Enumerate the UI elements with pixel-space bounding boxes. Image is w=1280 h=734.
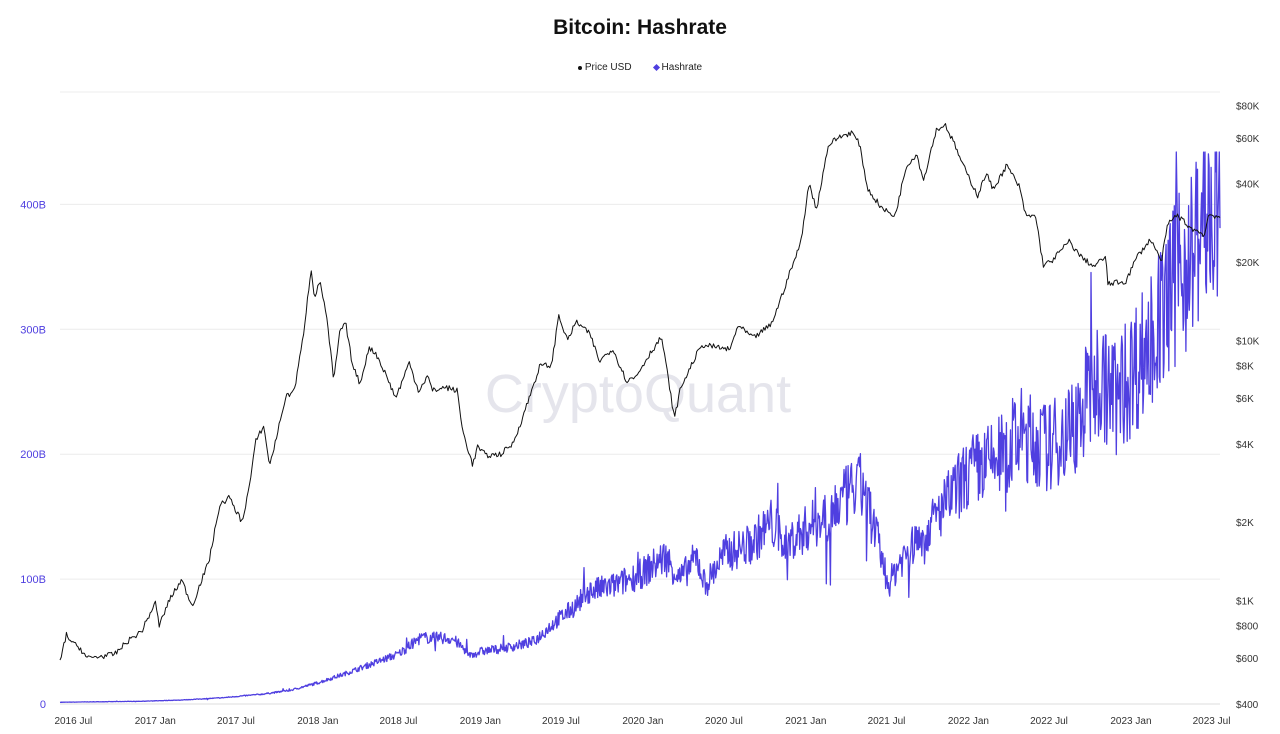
chart-title: Bitcoin: Hashrate [553, 16, 727, 39]
y-right-tick-label: $80K [1236, 101, 1260, 112]
legend-label-price: Price USD [584, 62, 632, 73]
y-right-tick-label: $20K [1236, 258, 1260, 269]
x-tick-label: 2017 Jan [135, 716, 176, 727]
price-series-line [59, 123, 1221, 661]
x-tick-label: 2019 Jul [542, 716, 580, 727]
y-right-tick-label: $400 [1236, 700, 1259, 711]
x-tick-label: 2020 Jul [705, 716, 743, 727]
y-right-tick-label: $6K [1236, 394, 1254, 405]
y-right-tick-label: $10K [1236, 336, 1260, 347]
x-tick-label: 2022 Jan [948, 716, 989, 727]
y-right-tick-label: $2K [1236, 518, 1254, 529]
y-right-tick-label: $800 [1236, 622, 1259, 633]
y-right-tick-label: $600 [1236, 654, 1259, 665]
y-right-tick-label: $60K [1236, 134, 1260, 145]
x-tick-label: 2017 Jul [217, 716, 255, 727]
y-left-tick-label: 400B [20, 199, 46, 211]
y-right-tick-label: $4K [1236, 440, 1254, 451]
legend-item-price[interactable]: Price USD [577, 62, 632, 73]
x-tick-label: 2021 Jan [785, 716, 826, 727]
x-tick-label: 2022 Jul [1030, 716, 1068, 727]
y-left-tick-label: 200B [20, 449, 46, 461]
legend-item-hashrate[interactable]: Hashrate [652, 62, 703, 73]
hashrate-series-line [59, 151, 1221, 704]
x-tick-label: 2019 Jan [460, 716, 501, 727]
x-tick-label: 2016 Jul [54, 716, 92, 727]
x-tick-label: 2023 Jan [1110, 716, 1151, 727]
x-tick-label: 2023 Jul [1193, 716, 1231, 727]
y-left-tick-label: 300B [20, 324, 46, 336]
y-right-tick-label: $8K [1236, 361, 1254, 372]
y-right-tick-label: $1K [1236, 596, 1254, 607]
legend-marker-price [577, 65, 582, 70]
axis-layer: 0 100B 200B 300B 400B $400 $600 $800 $1K $2K $4K $6… [20, 101, 1259, 727]
x-tick-label: 2021 Jul [868, 716, 906, 727]
x-tick-label: 2020 Jan [622, 716, 663, 727]
x-tick-label: 2018 Jan [297, 716, 338, 727]
legend: Price USD Hashrate [0, 62, 1280, 73]
series-layer [59, 123, 1221, 704]
x-tick-label: 2018 Jul [380, 716, 418, 727]
legend-label-hashrate: Hashrate [661, 62, 703, 73]
y-left-tick-label: 100B [20, 574, 46, 586]
y-left-tick-label: 0 [40, 699, 46, 711]
y-right-tick-label: $40K [1236, 180, 1260, 191]
